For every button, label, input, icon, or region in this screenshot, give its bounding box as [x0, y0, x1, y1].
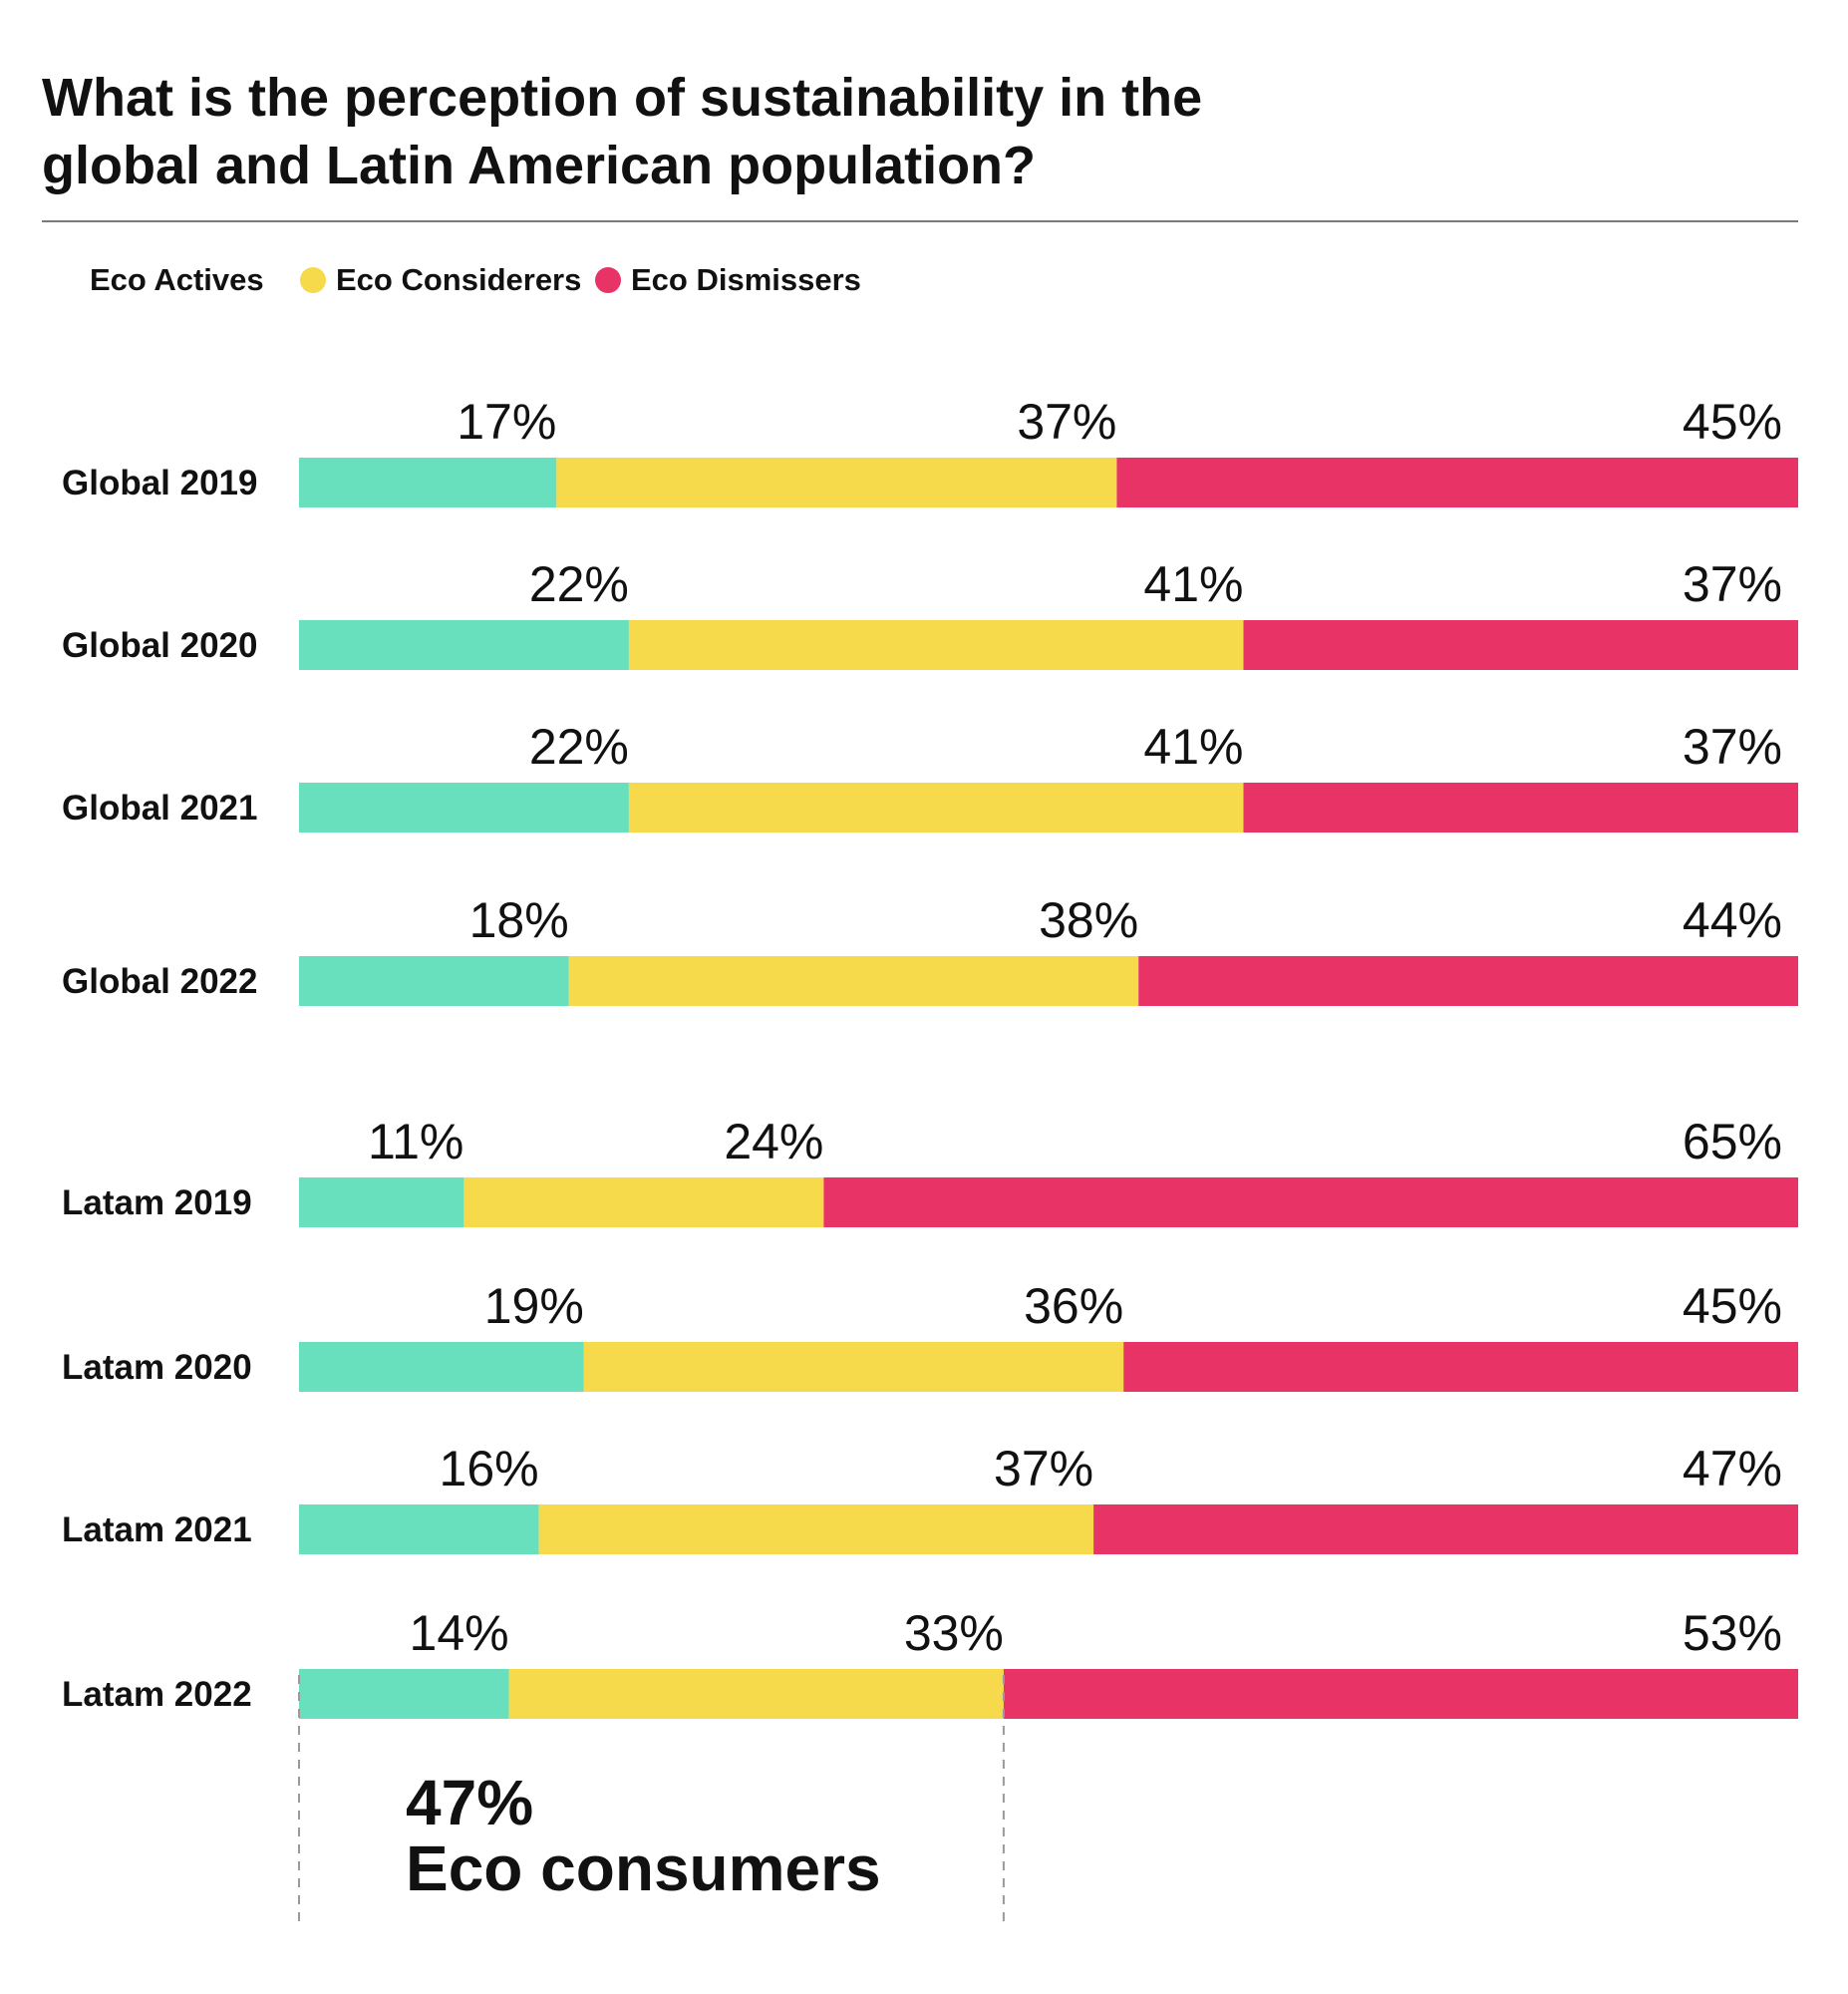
data-label-eco-dismissers-latam-2019: 65% — [1683, 1114, 1782, 1169]
bar-segment-eco-considerers-latam-2020 — [583, 1342, 1124, 1392]
chart-title-line-1: What is the perception of sustainability… — [42, 68, 1202, 128]
data-label-eco-dismissers-global-2022: 44% — [1683, 892, 1782, 948]
legend: Eco Actives Eco Considerers Eco Dismissers — [90, 262, 861, 297]
data-label-eco-considerers-global-2019: 37% — [1017, 394, 1116, 450]
data-label-eco-actives-global-2021: 22% — [529, 719, 629, 775]
bar-row-latam-2022: Latam 2022 14% 33% 53% — [62, 1605, 1798, 1719]
bar-segment-eco-dismissers-latam-2021 — [1093, 1504, 1798, 1554]
data-label-eco-actives-latam-2021: 16% — [440, 1441, 539, 1496]
annotation-value: 47% — [406, 1767, 533, 1838]
legend-label-eco-dismissers: Eco Dismissers — [631, 262, 861, 297]
data-label-eco-dismissers-global-2020: 37% — [1683, 556, 1782, 612]
data-label-eco-actives-global-2022: 18% — [469, 892, 569, 948]
data-label-eco-dismissers-latam-2021: 47% — [1683, 1441, 1782, 1496]
bar-segment-eco-dismissers-latam-2022 — [1003, 1669, 1798, 1719]
bar-segment-eco-actives-latam-2019 — [299, 1177, 464, 1227]
bar-row-latam-2020: Latam 2020 19% 36% 45% — [62, 1278, 1798, 1392]
category-label-global-2020: Global 2020 — [62, 626, 257, 665]
category-label-global-2021: Global 2021 — [62, 789, 257, 828]
data-label-eco-actives-latam-2019: 11% — [368, 1114, 463, 1169]
category-label-global-2022: Global 2022 — [62, 962, 257, 1001]
bar-segment-eco-actives-latam-2021 — [299, 1504, 539, 1554]
bar-rows: Global 2019 17% 37% 45% Global 2020 22% 41% 37%… — [62, 394, 1798, 1719]
bar-segment-eco-dismissers-global-2019 — [1116, 458, 1798, 507]
bar-segment-eco-considerers-global-2019 — [556, 458, 1117, 507]
bar-segment-eco-considerers-global-2020 — [628, 620, 1244, 670]
category-label-global-2019: Global 2019 — [62, 464, 257, 502]
annotation-text: Eco consumers — [406, 1832, 881, 1904]
legend-label-eco-actives: Eco Actives — [90, 262, 264, 297]
bar-segment-eco-dismissers-latam-2020 — [1123, 1342, 1798, 1392]
bar-segment-eco-dismissers-global-2022 — [1138, 956, 1798, 1006]
category-label-latam-2022: Latam 2022 — [62, 1675, 252, 1714]
data-label-eco-dismissers-global-2019: 45% — [1683, 394, 1782, 450]
data-label-eco-actives-global-2019: 17% — [457, 394, 556, 450]
data-label-eco-dismissers-latam-2020: 45% — [1683, 1278, 1782, 1334]
bar-row-global-2021: Global 2021 22% 41% 37% — [62, 719, 1798, 832]
category-label-latam-2021: Latam 2021 — [62, 1510, 252, 1549]
legend-marker-eco-dismissers — [595, 267, 621, 293]
bar-segment-eco-actives-global-2019 — [299, 458, 557, 507]
data-label-eco-dismissers-latam-2022: 53% — [1683, 1605, 1782, 1661]
bar-row-latam-2019: Latam 2019 11% 24% 65% — [62, 1114, 1798, 1227]
bar-segment-eco-considerers-latam-2022 — [508, 1669, 1004, 1719]
bar-segment-eco-considerers-global-2022 — [568, 956, 1139, 1006]
bar-segment-eco-actives-global-2022 — [299, 956, 569, 1006]
eco-consumers-annotation: 47%Eco consumers — [298, 1675, 1005, 1927]
legend-marker-eco-considerers — [300, 267, 326, 293]
chart-title-line-2: global and Latin American population? — [42, 136, 1036, 195]
bar-segment-eco-dismissers-global-2020 — [1243, 620, 1798, 670]
data-label-eco-considerers-latam-2019: 24% — [724, 1114, 823, 1169]
data-label-eco-dismissers-global-2021: 37% — [1683, 719, 1782, 775]
data-label-eco-considerers-latam-2022: 33% — [904, 1605, 1004, 1661]
data-label-eco-considerers-latam-2021: 37% — [994, 1441, 1093, 1496]
bar-segment-eco-considerers-latam-2019 — [463, 1177, 824, 1227]
data-label-eco-considerers-latam-2020: 36% — [1024, 1278, 1123, 1334]
category-label-latam-2020: Latam 2020 — [62, 1348, 252, 1387]
bar-segment-eco-considerers-global-2021 — [628, 783, 1244, 832]
bar-segment-eco-considerers-latam-2021 — [538, 1504, 1094, 1554]
data-label-eco-considerers-global-2020: 41% — [1143, 556, 1243, 612]
category-label-latam-2019: Latam 2019 — [62, 1183, 252, 1222]
bar-segment-eco-actives-global-2020 — [299, 620, 629, 670]
bar-segment-eco-actives-global-2021 — [299, 783, 629, 832]
bar-row-latam-2021: Latam 2021 16% 37% 47% — [62, 1441, 1798, 1554]
data-label-eco-actives-latam-2022: 14% — [410, 1605, 509, 1661]
data-label-eco-considerers-global-2021: 41% — [1143, 719, 1243, 775]
bar-row-global-2020: Global 2020 22% 41% 37% — [62, 556, 1798, 670]
bar-row-global-2019: Global 2019 17% 37% 45% — [62, 394, 1798, 507]
bar-segment-eco-actives-latam-2022 — [299, 1669, 509, 1719]
legend-label-eco-considerers: Eco Considerers — [336, 262, 581, 297]
bar-row-global-2022: Global 2022 18% 38% 44% — [62, 892, 1798, 1006]
data-label-eco-actives-global-2020: 22% — [529, 556, 629, 612]
data-label-eco-actives-latam-2020: 19% — [484, 1278, 584, 1334]
data-label-eco-considerers-global-2022: 38% — [1039, 892, 1138, 948]
bar-segment-eco-dismissers-latam-2019 — [823, 1177, 1798, 1227]
bar-segment-eco-actives-latam-2020 — [299, 1342, 584, 1392]
bar-segment-eco-dismissers-global-2021 — [1243, 783, 1798, 832]
